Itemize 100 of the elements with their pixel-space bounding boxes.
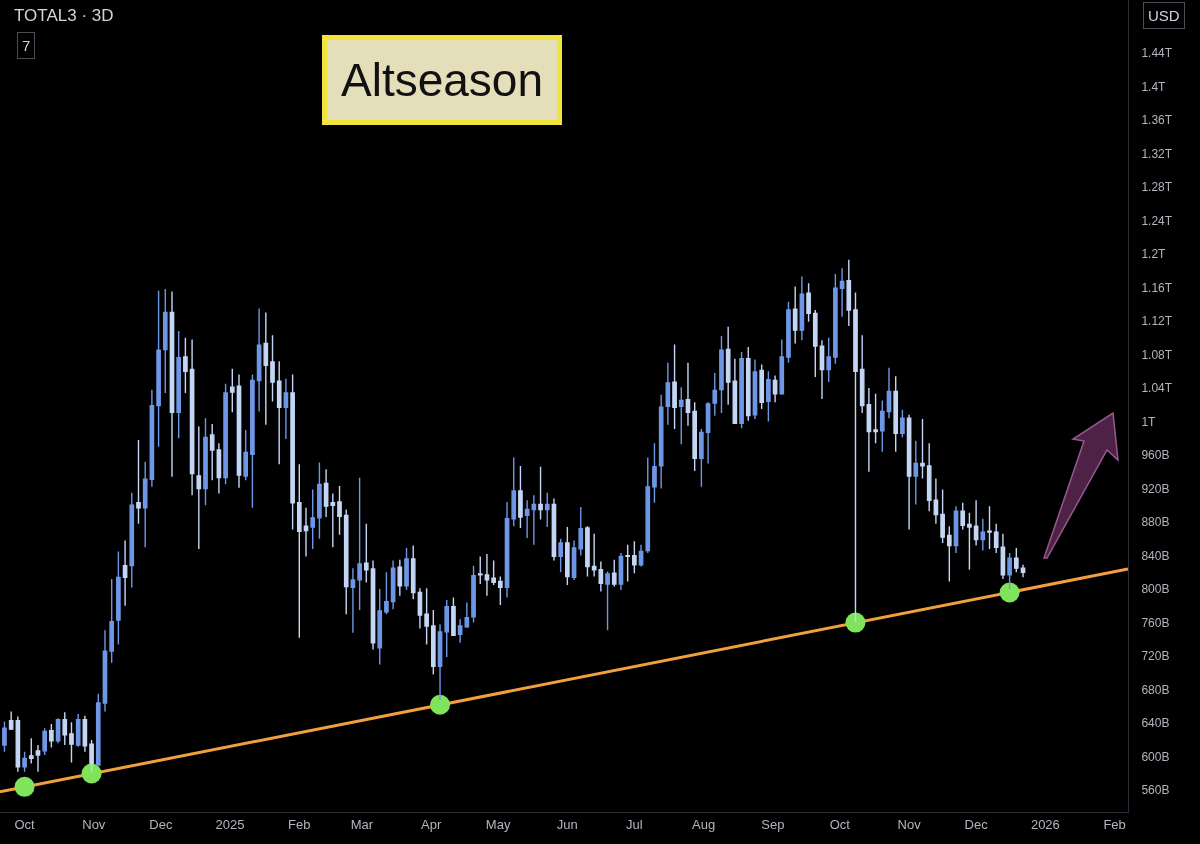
y-tick-label: 1.32T	[1141, 146, 1173, 161]
candlestick	[518, 465, 523, 529]
candlestick	[430, 609, 436, 676]
x-tick-label: 2025	[215, 816, 245, 832]
candlestick	[116, 550, 121, 646]
candlestick	[967, 512, 972, 571]
candlestick	[926, 442, 932, 512]
candlestick	[22, 750, 27, 773]
candlestick	[491, 559, 496, 586]
candlestick	[920, 418, 925, 480]
candlestick	[149, 388, 155, 488]
y-tick-label: 1.44T	[1141, 45, 1173, 60]
candlestick	[256, 307, 262, 413]
candlestick	[370, 559, 376, 651]
candlestick	[169, 290, 175, 478]
candlestick	[243, 429, 249, 481]
candlestick	[973, 499, 979, 547]
candlestick	[484, 553, 490, 597]
candlestick	[2, 720, 7, 753]
candlestick	[900, 409, 905, 439]
candlestick	[1007, 552, 1012, 590]
candlestick	[109, 578, 115, 664]
candlestick	[62, 711, 68, 746]
y-tick-label: 1.04T	[1141, 381, 1173, 396]
candlestick	[953, 505, 959, 554]
candlestick	[136, 439, 141, 525]
candlestick	[605, 570, 610, 631]
candlestick	[913, 440, 919, 506]
y-tick-label: 1.16T	[1141, 280, 1173, 295]
x-tick-label: Mar	[350, 816, 374, 832]
candlestick	[960, 502, 966, 531]
candlestick	[873, 393, 878, 444]
candlestick	[846, 259, 852, 327]
candlestick	[276, 360, 282, 465]
candlestick	[806, 282, 811, 323]
point	[81, 763, 102, 784]
candlestick	[779, 338, 785, 396]
candlestick	[933, 477, 939, 525]
candlestick	[263, 311, 269, 426]
x-tick-label: Jul	[626, 816, 643, 832]
y-tick-label: 680B	[1141, 682, 1170, 697]
point	[430, 694, 451, 715]
candlestick	[250, 373, 255, 509]
candlestick	[216, 442, 222, 495]
candlestick	[156, 290, 161, 448]
candlestick	[82, 714, 88, 753]
candlestick	[625, 543, 630, 583]
candlestick	[993, 523, 999, 554]
candlestick	[886, 367, 892, 419]
x-tick-label: Feb	[1103, 816, 1126, 832]
candlestick	[638, 543, 644, 568]
candlestick	[719, 335, 724, 414]
candlestick	[477, 555, 483, 585]
point	[14, 776, 35, 797]
y-tick-label: 1.2T	[1141, 247, 1167, 262]
candlestick	[752, 358, 758, 420]
candlestick	[766, 370, 771, 423]
x-tick-label: Nov	[897, 816, 922, 832]
candlestick	[464, 601, 470, 629]
candlestick	[812, 309, 818, 378]
candlestick	[330, 492, 336, 548]
candlestick	[95, 693, 101, 766]
candlestick	[323, 468, 329, 518]
y-tick-label: 560B	[1141, 783, 1170, 798]
candlestick	[310, 488, 316, 550]
candlestick	[632, 540, 637, 574]
candlestick	[444, 599, 450, 658]
candlestick	[28, 737, 34, 765]
candlestick	[498, 575, 503, 606]
y-tick-label: 960B	[1141, 448, 1170, 463]
point	[845, 612, 866, 633]
candlestick	[424, 587, 429, 646]
candlestick	[384, 571, 389, 615]
x-tick-label: Dec	[964, 816, 989, 832]
candlestick	[611, 559, 617, 588]
candlestick	[350, 567, 356, 634]
candlestick	[940, 488, 945, 544]
candlestick	[15, 715, 21, 773]
y-tick-label: 640B	[1141, 716, 1170, 731]
candlestick	[1000, 533, 1006, 580]
x-tick-label: Oct	[14, 816, 36, 832]
candlestick	[209, 423, 215, 481]
candlestick	[290, 373, 295, 531]
candlestick	[652, 442, 657, 504]
candlestick	[317, 461, 322, 540]
chart-subtitle: TOTAL3 · 3D	[14, 6, 114, 25]
candlestick	[504, 501, 510, 599]
x-tick-label: Sep	[761, 816, 785, 832]
candlestick	[645, 456, 651, 554]
candlestick	[343, 508, 349, 615]
candlestick	[665, 362, 671, 426]
candlestick	[363, 523, 369, 584]
x-tick-label: Apr	[420, 816, 442, 832]
candlestick	[786, 300, 791, 364]
candlestick	[732, 357, 738, 425]
x-tick-label: Oct	[829, 816, 851, 832]
y-tick-label: 880B	[1141, 515, 1170, 530]
candlestick	[946, 525, 952, 583]
candlestick	[591, 533, 597, 578]
candlestick	[859, 334, 865, 414]
